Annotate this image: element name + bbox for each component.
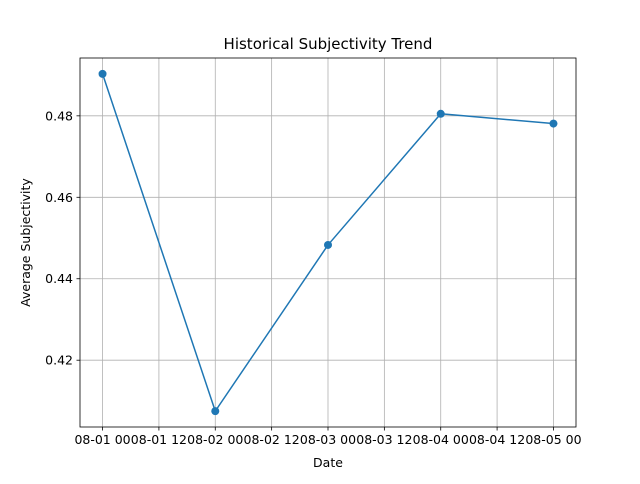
grid-lines (80, 58, 576, 427)
y-axis-label: Average Subjectivity (18, 178, 33, 307)
data-point (98, 69, 107, 78)
chart-title: Historical Subjectivity Trend (224, 35, 433, 53)
x-tick-label: 08-03 12 (356, 432, 412, 447)
x-tick-label: 08-01 00 (74, 432, 130, 447)
x-tick-label: 08-04 00 (413, 432, 469, 447)
data-point (549, 119, 558, 128)
ticks: 08-01 00 08-01 12 08-02 00 08-02 12 08-03 00… (45, 108, 581, 447)
x-tick-label: 08-02 12 (244, 432, 300, 447)
x-tick-label: 08-05 00 (525, 432, 581, 447)
x-axis-label: Date (313, 455, 343, 470)
x-tick-label: 08-04 12 (469, 432, 525, 447)
data-point (211, 407, 220, 416)
data-point (324, 240, 332, 249)
y-tick-label: 0.44 (45, 271, 73, 286)
series-layer (98, 69, 558, 416)
y-tick-label: 0.42 (45, 353, 73, 368)
x-tick-label: 08-03 00 (300, 432, 356, 447)
data-point (436, 109, 445, 118)
x-tick-label: 08-02 00 (187, 432, 243, 447)
x-tick-label: 08-01 12 (131, 432, 187, 447)
y-tick-label: 0.46 (45, 190, 73, 205)
y-tick-label: 0.48 (45, 108, 73, 123)
